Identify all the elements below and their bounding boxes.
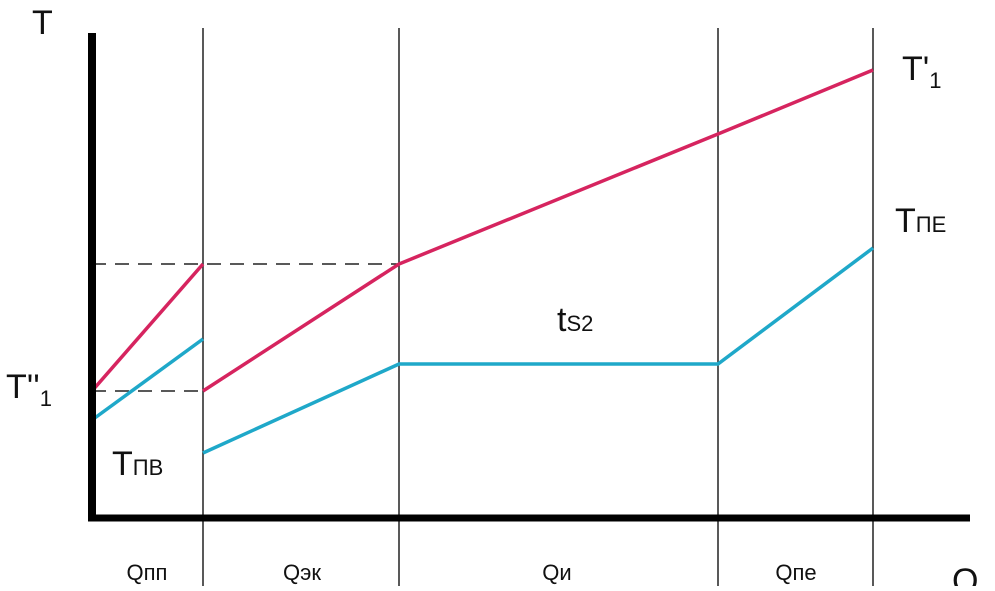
segment-label-qpp: Qпп: [127, 560, 168, 585]
x-axis-label: Q: [952, 562, 978, 586]
segment-label-qpe: Qпе: [775, 560, 816, 585]
hot-line-segment-1: [90, 262, 205, 393]
cold-line-main: [202, 246, 875, 455]
label-t-double-prime-1: T''1: [6, 368, 52, 411]
segment-label-qek: Qэк: [283, 560, 321, 585]
label-t-prime-1: T'1: [902, 50, 942, 93]
label-t-pv: TПВ: [112, 445, 163, 483]
hot-line-main: [202, 68, 874, 393]
y-axis-label: T: [32, 4, 53, 42]
cold-line-segment-1: [90, 337, 205, 422]
label-ts2: tS2: [557, 301, 593, 339]
segment-label-qi: Qи: [542, 560, 571, 585]
label-t-pe: TПЕ: [895, 202, 946, 240]
